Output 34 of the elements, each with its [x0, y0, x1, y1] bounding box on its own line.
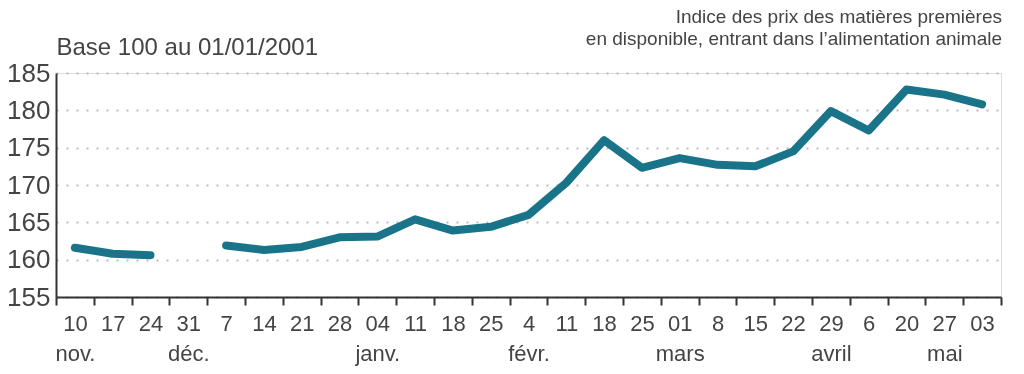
- y-tick-label: 165: [7, 206, 51, 237]
- x-tick-label: 21: [289, 310, 315, 336]
- x-tick-label: 01 mars: [655, 310, 705, 366]
- x-tick-label: 24: [138, 310, 164, 336]
- x-tick-label: 17: [100, 310, 126, 336]
- x-tick-label: 22: [781, 310, 806, 336]
- y-tick-label: 175: [7, 132, 51, 163]
- x-tick-label: 31 déc.: [168, 310, 210, 366]
- x-tick-label: 18: [441, 310, 466, 336]
- x-tick-label: 25: [630, 310, 655, 336]
- x-tick-label: 15: [743, 310, 769, 336]
- y-tick-label: 170: [7, 169, 51, 200]
- x-tick-label: 20: [894, 310, 920, 336]
- chart-title: Indice des prix des matières premières en disponible, entrant dans l’alimentation animale: [585, 6, 1002, 49]
- y-tick-label: 160: [7, 244, 51, 275]
- x-tick-label: 10 nov.: [55, 310, 96, 366]
- x-tick-label: 14: [252, 310, 277, 336]
- x-tick-label: 7: [220, 310, 233, 336]
- x-tick-label: 11: [555, 310, 579, 336]
- x-tick-label: 18: [592, 310, 617, 336]
- x-tick-label: 03: [970, 310, 995, 336]
- x-tick-label: 29 avril: [811, 310, 852, 366]
- x-tick-label: 11: [404, 310, 428, 336]
- x-tick-label: 25: [478, 310, 504, 336]
- y-tick-label: 180: [7, 94, 51, 125]
- x-tick-label: 04 janv.: [354, 310, 401, 366]
- x-tick-label: 27 mai: [927, 310, 963, 366]
- y-axis-title: Base 100 au 01/01/2001: [56, 32, 319, 60]
- x-tick-label: 8: [711, 310, 725, 336]
- y-tick-label: 155: [7, 281, 51, 312]
- x-tick-label: 6: [863, 310, 876, 336]
- x-tick-label: 28: [327, 310, 353, 336]
- y-tick-label: 185: [7, 57, 51, 88]
- x-tick-label: 4 févr.: [508, 310, 550, 366]
